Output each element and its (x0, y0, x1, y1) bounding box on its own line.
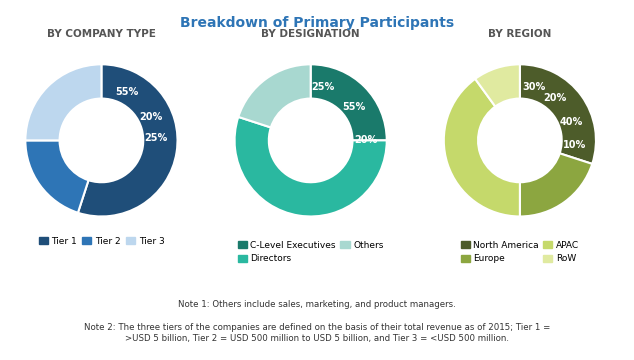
Wedge shape (235, 117, 387, 216)
Legend: C-Level Executives, Directors, Others: C-Level Executives, Directors, Others (234, 237, 387, 267)
Text: 20%: 20% (543, 94, 567, 103)
Text: Note 2: The three tiers of the companies are defined on the basis of their total: Note 2: The three tiers of the companies… (84, 323, 550, 332)
Text: 40%: 40% (560, 117, 583, 127)
Title: BY COMPANY TYPE: BY COMPANY TYPE (47, 29, 156, 39)
Text: 10%: 10% (563, 140, 586, 150)
Legend: Tier 1, Tier 2, Tier 3: Tier 1, Tier 2, Tier 3 (35, 233, 168, 249)
Text: 55%: 55% (115, 87, 138, 97)
Text: 30%: 30% (522, 82, 546, 93)
Text: Breakdown of Primary Participants: Breakdown of Primary Participants (180, 16, 454, 30)
Text: 20%: 20% (354, 135, 377, 145)
Text: 55%: 55% (342, 102, 366, 112)
Text: Note 1: Others include sales, marketing, and product managers.: Note 1: Others include sales, marketing,… (178, 300, 456, 309)
Text: 25%: 25% (145, 133, 168, 143)
Wedge shape (78, 64, 178, 216)
Legend: North America, Europe, APAC, RoW: North America, Europe, APAC, RoW (457, 237, 583, 267)
Text: >USD 5 billion, Tier 2 = USD 500 million to USD 5 billion, and Tier 3 = <USD 500: >USD 5 billion, Tier 2 = USD 500 million… (125, 334, 509, 343)
Wedge shape (25, 140, 89, 213)
Wedge shape (520, 153, 592, 216)
Wedge shape (25, 64, 101, 140)
Wedge shape (238, 64, 311, 127)
Wedge shape (311, 64, 387, 140)
Title: BY DESIGNATION: BY DESIGNATION (261, 29, 360, 39)
Wedge shape (475, 64, 520, 107)
Wedge shape (444, 79, 520, 216)
Text: 25%: 25% (311, 82, 334, 92)
Wedge shape (520, 64, 596, 164)
Text: 20%: 20% (139, 112, 163, 122)
Title: BY REGION: BY REGION (488, 29, 552, 39)
